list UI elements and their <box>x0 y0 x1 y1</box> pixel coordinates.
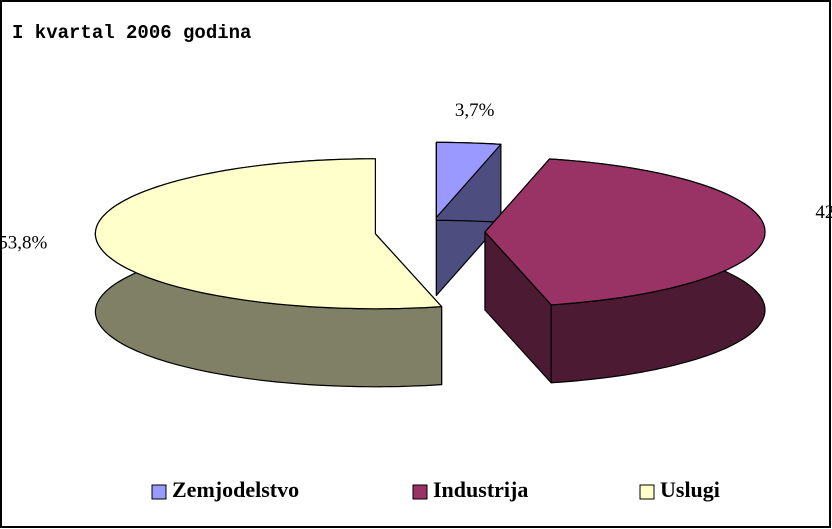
legend-label: Zemjodelstvo <box>172 477 299 502</box>
pie: 3,7% 42,5% 53,8% <box>0 100 832 388</box>
legend-label: Industrija <box>433 477 528 502</box>
value-label: 53,8% <box>0 233 48 254</box>
slice-top <box>435 141 502 218</box>
legend-swatch <box>639 484 655 500</box>
chart-title: I kvartal 2006 godina <box>12 22 251 44</box>
legend: Zemjodelstvo Industrija Uslugi <box>151 477 720 502</box>
slice-top <box>484 158 766 306</box>
slice <box>435 141 502 296</box>
slice-top <box>94 158 443 310</box>
legend-swatch <box>151 484 167 500</box>
legend-label: Uslugi <box>660 477 720 502</box>
legend-swatch <box>412 484 428 500</box>
value-label: 42,5% <box>815 202 832 223</box>
slice <box>94 158 443 388</box>
slice <box>484 158 766 384</box>
value-label: 3,7% <box>455 100 495 121</box>
